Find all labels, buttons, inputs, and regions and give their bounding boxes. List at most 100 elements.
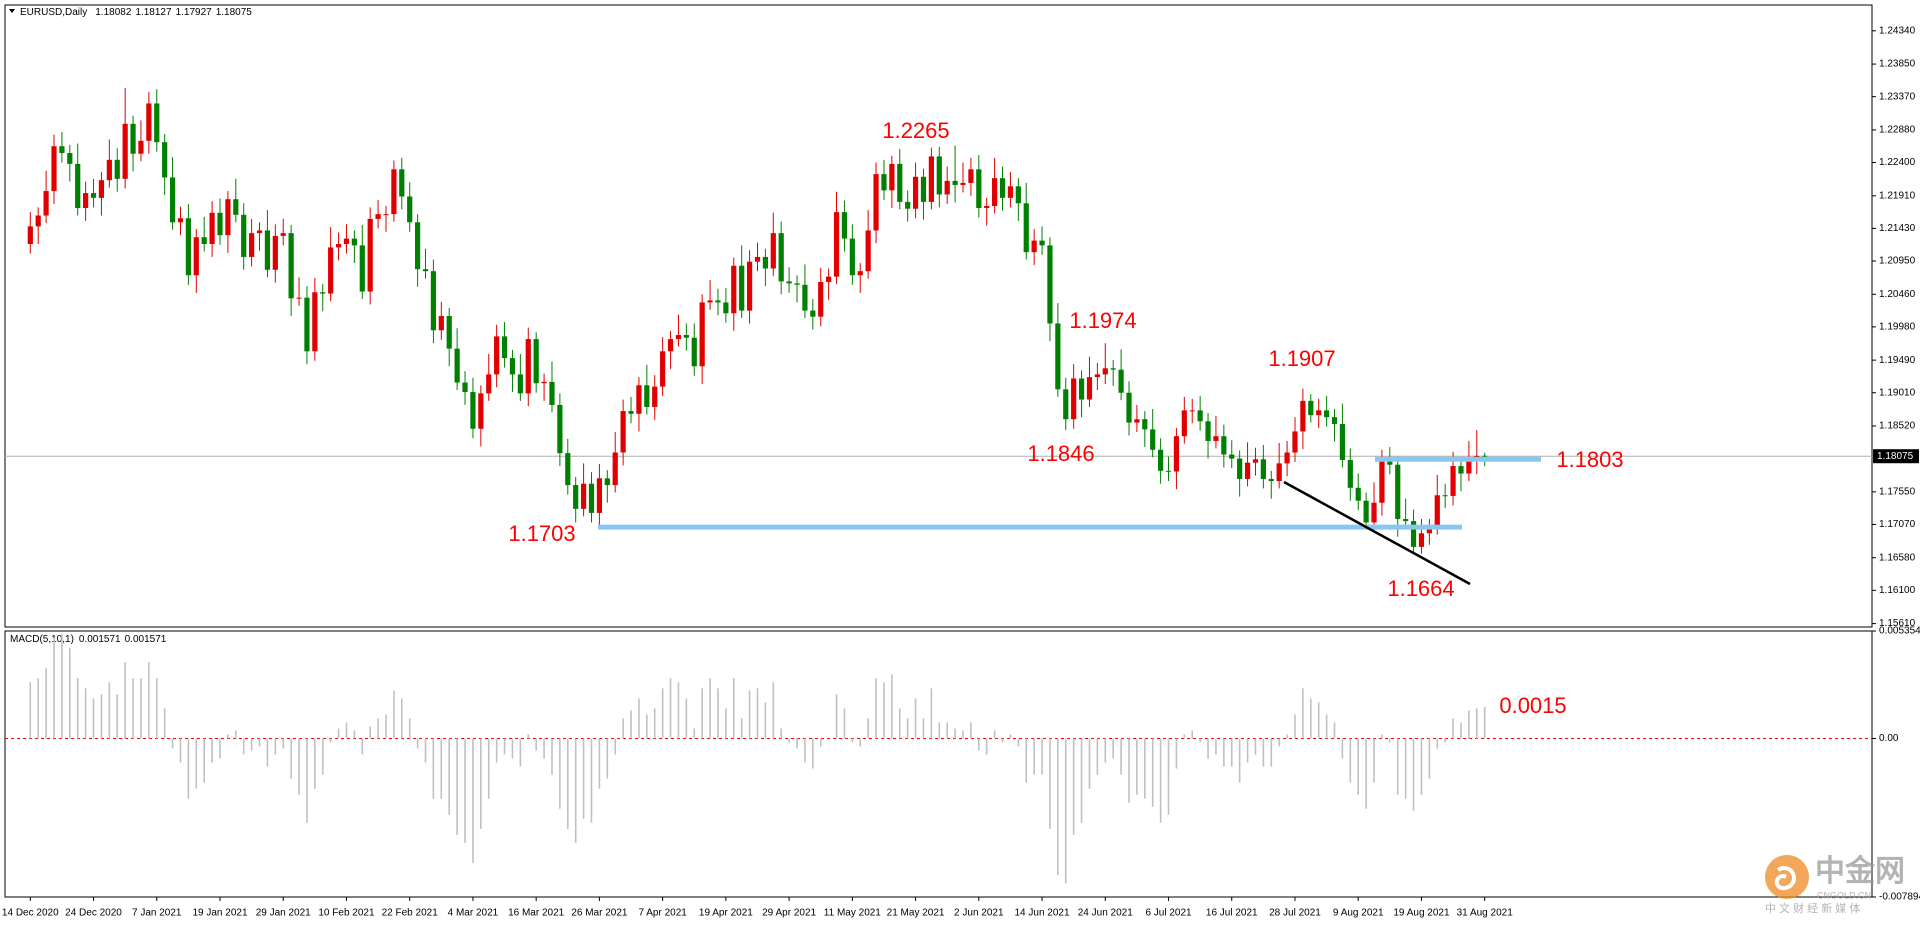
candle-body xyxy=(1276,463,1282,482)
y-tick-label: 1.19490 xyxy=(1879,355,1916,366)
x-tick-label: 26 Mar 2021 xyxy=(571,908,628,919)
chart-header: EURUSD,Daily 1.18082 1.18127 1.17927 1.18075 xyxy=(20,7,252,18)
y-tick-label: 1.19980 xyxy=(1879,322,1916,333)
candle-body xyxy=(122,123,128,179)
candle-body xyxy=(193,237,199,276)
x-tick-label: 22 Feb 2021 xyxy=(382,908,439,919)
macd-value: 0.001571 xyxy=(79,634,121,645)
candle-body xyxy=(106,159,112,181)
price-annotation: 1.1974 xyxy=(1069,308,1136,333)
watermark-logo xyxy=(1765,855,1809,899)
y-tick-label: 1.21430 xyxy=(1879,223,1916,234)
candle-body xyxy=(667,339,674,352)
watermark-logo-swirl xyxy=(1774,866,1796,891)
candle-body xyxy=(762,256,768,269)
candle-body xyxy=(1284,452,1290,464)
candle-body xyxy=(999,178,1006,198)
candle-body xyxy=(90,193,97,198)
candle-body xyxy=(272,235,278,270)
candle-body xyxy=(557,404,563,454)
candle-body xyxy=(225,199,231,236)
menu-arrow[interactable] xyxy=(9,9,15,13)
watermark: 中金网 CNGOLD.CN 中 文 财 经 新 媒 体 xyxy=(1765,854,1905,915)
watermark-title: 中金网 xyxy=(1815,854,1905,888)
candle-body xyxy=(517,374,523,394)
y-tick-label: 1.18520 xyxy=(1879,421,1916,432)
candle-body xyxy=(430,271,437,331)
candle-body xyxy=(1426,527,1432,534)
y-tick-label: 1.16100 xyxy=(1879,585,1916,596)
candle-body xyxy=(1181,410,1187,437)
candle-body xyxy=(660,351,666,387)
candle-body xyxy=(264,230,271,270)
candle-body xyxy=(810,310,816,317)
y-tick-label: 1.17070 xyxy=(1879,519,1916,530)
y-tick-label: -0.007894 xyxy=(1879,892,1920,903)
candle-body xyxy=(486,374,492,394)
candle-body xyxy=(952,180,958,185)
candle-body xyxy=(27,226,33,245)
candle-body xyxy=(541,381,547,384)
candle-body xyxy=(312,292,318,352)
candle-body xyxy=(1237,458,1243,479)
candle-body xyxy=(1118,369,1124,393)
candle-body xyxy=(786,281,792,284)
x-tick-label: 4 Mar 2021 xyxy=(448,908,499,919)
candle-body xyxy=(549,381,555,405)
bid-box xyxy=(1873,449,1919,464)
candle-body xyxy=(1173,436,1180,472)
candle-body xyxy=(920,176,927,202)
candle-body xyxy=(841,212,848,239)
y-tick-label: 1.21910 xyxy=(1879,190,1916,201)
drawings-layer xyxy=(598,456,1541,586)
candle-body xyxy=(1007,186,1014,198)
watermark-site: CNGOLD.CN xyxy=(1817,890,1871,900)
candle-body xyxy=(1268,478,1274,482)
candle-body xyxy=(1205,421,1211,441)
candle-body xyxy=(1078,378,1085,400)
candle-body xyxy=(691,337,697,367)
candle-body xyxy=(960,182,966,185)
candle-body xyxy=(407,196,413,223)
x-tick-label: 14 Dec 2020 xyxy=(2,908,59,919)
candle-body xyxy=(1316,410,1322,416)
candle-body xyxy=(770,233,776,269)
labels-layer: 1.24340 1.23850 1.23370 1.22880 1.22400 1.219… xyxy=(2,25,1920,918)
y-tick-label: 0.00 xyxy=(1879,733,1899,744)
candle-body xyxy=(588,483,595,513)
candle-body xyxy=(818,282,824,317)
x-tick-label: 29 Apr 2021 xyxy=(762,908,816,919)
candle-body xyxy=(335,244,342,248)
candle-body xyxy=(928,156,934,202)
x-tick-label: 16 Mar 2021 xyxy=(508,908,565,919)
candle-body xyxy=(320,292,326,294)
y-tick-label: 1.22400 xyxy=(1879,157,1916,168)
candle-body xyxy=(1110,368,1116,370)
candle-body xyxy=(509,358,516,375)
candle-body xyxy=(715,300,721,303)
candle-body xyxy=(889,163,895,191)
candle-body xyxy=(209,212,215,245)
candle-body xyxy=(1395,464,1401,520)
candle-body xyxy=(501,336,508,359)
candle-body xyxy=(944,180,950,195)
macd-label: MACD(5,10,1) xyxy=(10,634,74,645)
candle-body xyxy=(304,297,310,352)
candle-body xyxy=(620,411,626,453)
candle-body xyxy=(1355,487,1361,501)
candle-body xyxy=(1442,495,1448,497)
candle-body xyxy=(280,233,286,236)
candle-body xyxy=(146,103,152,141)
candle-body xyxy=(1363,500,1369,523)
candle-body xyxy=(1063,389,1069,420)
candle-body xyxy=(1134,419,1140,423)
last-close: 1.18075 xyxy=(216,7,253,18)
macd-value: 0.001571 xyxy=(125,634,167,645)
candle-body xyxy=(1347,459,1353,488)
candle-body xyxy=(565,453,571,486)
x-tick-label: 7 Apr 2021 xyxy=(638,908,687,919)
candle-body xyxy=(533,339,539,384)
candle-body xyxy=(59,146,65,154)
candle-body xyxy=(1126,392,1132,423)
